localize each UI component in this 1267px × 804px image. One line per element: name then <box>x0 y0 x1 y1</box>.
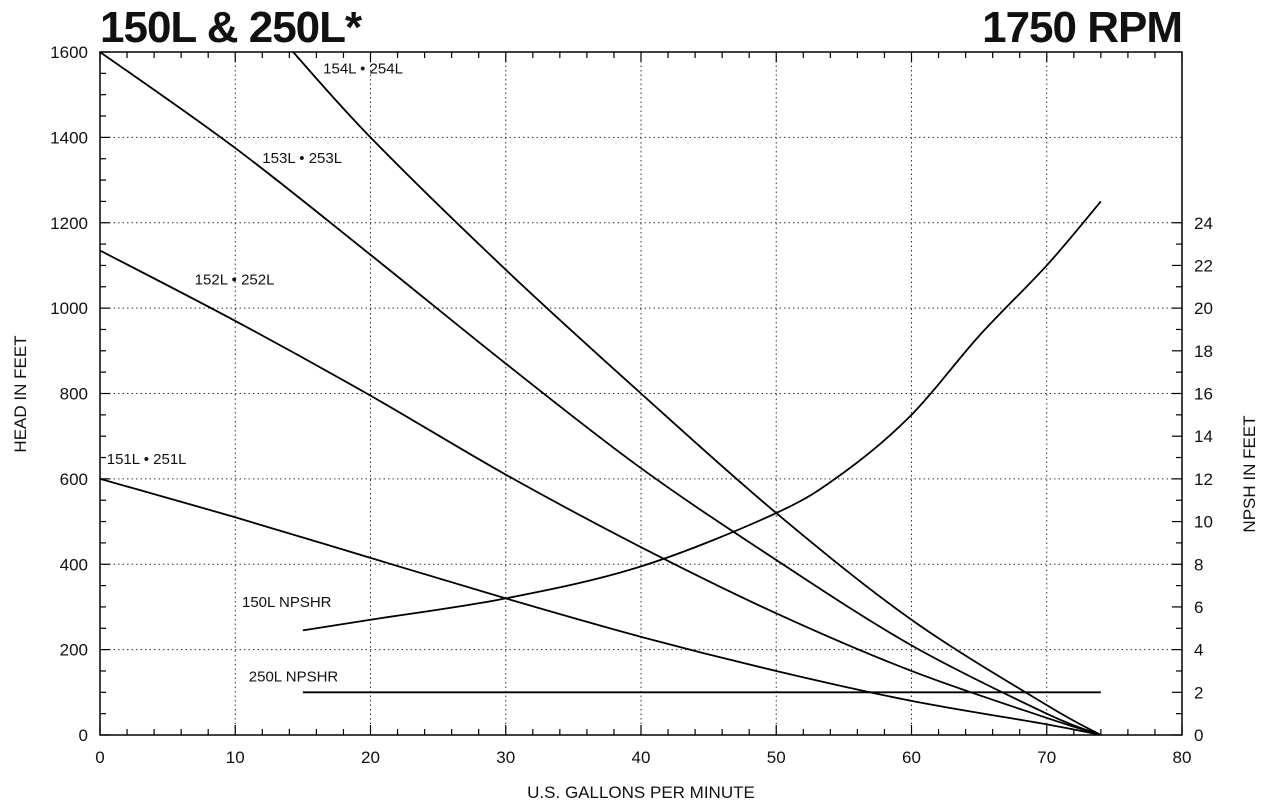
y2-tick-label: 12 <box>1194 470 1213 489</box>
y-tick-label: 400 <box>60 555 88 574</box>
series-label-1: 151L • 251L <box>107 451 187 468</box>
y2-axis-label: NPSH IN FEET <box>1240 415 1259 532</box>
series-line-4 <box>291 52 1102 735</box>
y-tick-label: 1600 <box>50 43 88 62</box>
series-label-2: 152L • 252L <box>195 272 275 289</box>
axis-ticks <box>99 51 1183 736</box>
y2-tick-label: 4 <box>1194 641 1203 660</box>
y-axis-label: HEAD IN FEET <box>11 335 30 452</box>
chart-title-left: 150L & 250L* <box>100 3 363 52</box>
x-tick-label: 50 <box>767 748 786 767</box>
series-label-5: 150L NPSHR <box>242 594 332 611</box>
tick-labels: 0 10 20 30 40 50 60 70 8002004006008001000120014… <box>50 43 1213 767</box>
y-tick-label: 1200 <box>50 214 88 233</box>
y2-tick-label: 10 <box>1194 513 1213 532</box>
y-tick-label: 600 <box>60 470 88 489</box>
grid-lines <box>100 52 1182 735</box>
y2-tick-label: 8 <box>1194 555 1203 574</box>
y2-tick-label: 16 <box>1194 385 1213 404</box>
y2-tick-label: 6 <box>1194 598 1203 617</box>
y2-tick-label: 20 <box>1194 299 1213 318</box>
series-line-5 <box>302 200 1102 632</box>
series-label-6: 250L NPSHR <box>249 669 339 686</box>
y2-tick-label: 24 <box>1194 214 1213 233</box>
x-tick-label: 70 <box>1037 748 1056 767</box>
series-line-3 <box>100 52 1102 735</box>
curve-labels: 151L • 251L 152L • 252L 153L • 253L 154L • … <box>107 60 403 685</box>
series-line-1 <box>100 478 1102 735</box>
x-tick-label: 40 <box>632 748 651 767</box>
y2-tick-label: 18 <box>1194 342 1213 361</box>
x-tick-label: 20 <box>361 748 380 767</box>
y-tick-label: 1000 <box>50 299 88 318</box>
curves <box>100 52 1102 735</box>
x-tick-label: 10 <box>226 748 245 767</box>
x-tick-label: 0 <box>95 748 104 767</box>
series-label-4: 154L • 254L <box>323 60 403 77</box>
y2-tick-label: 0 <box>1194 726 1203 745</box>
y-tick-label: 200 <box>60 641 88 660</box>
y-tick-label: 0 <box>79 726 88 745</box>
x-tick-label: 80 <box>1173 748 1192 767</box>
x-tick-label: 30 <box>496 748 515 767</box>
y2-tick-label: 22 <box>1194 256 1213 275</box>
series-label-3: 153L • 253L <box>262 150 342 167</box>
series-line-2 <box>100 249 1102 735</box>
y2-tick-label: 2 <box>1194 683 1203 702</box>
x-tick-label: 60 <box>902 748 921 767</box>
y-tick-label: 1400 <box>50 128 88 147</box>
y-tick-label: 800 <box>60 385 88 404</box>
x-axis-label: U.S. GALLONS PER MINUTE <box>527 783 755 802</box>
y2-tick-label: 14 <box>1194 427 1213 446</box>
chart-title-right: 1750 RPM <box>982 3 1182 52</box>
